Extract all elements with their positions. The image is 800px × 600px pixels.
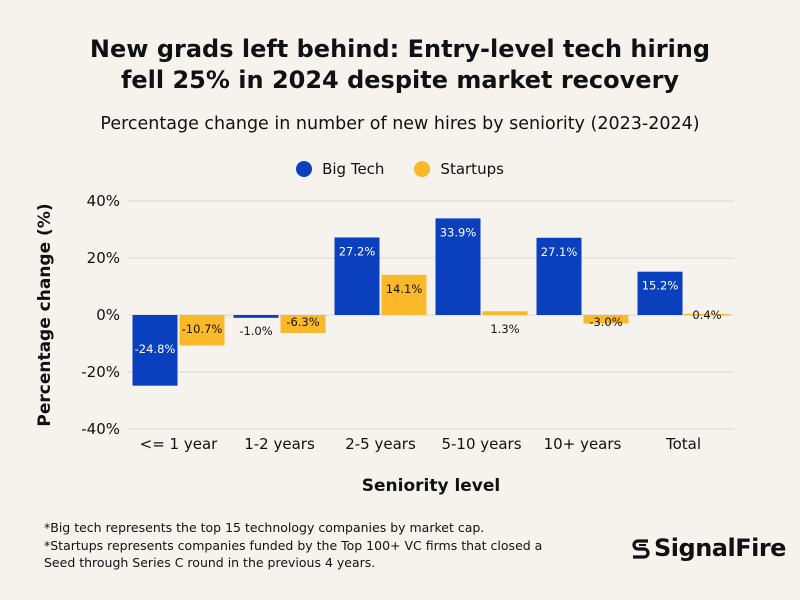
bar-data-label: -10.7% [182, 322, 223, 336]
x-tick-label: Total [665, 435, 701, 453]
bar-startups [381, 274, 427, 315]
bar-data-label: -1.0% [239, 324, 272, 338]
x-tick-label: 1-2 years [244, 435, 315, 453]
y-tick-label: 0% [96, 306, 120, 324]
x-tick-label: 10+ years [544, 435, 622, 453]
y-tick-label: 40% [87, 192, 120, 210]
bar-startups [583, 315, 629, 324]
bar-startups [482, 311, 528, 315]
footnote-big-tech: *Big tech represents the top 15 technolo… [44, 520, 485, 535]
legend: Big Tech Startups [0, 160, 800, 178]
bar-data-label: 27.2% [339, 244, 376, 258]
x-tick-label: 2-5 years [345, 435, 416, 453]
x-tick-label: 5-10 years [441, 435, 521, 453]
bar-big-tech [637, 271, 683, 315]
bar-big-tech [435, 218, 481, 315]
bar-data-label: 27.1% [541, 245, 578, 259]
x-tick-label: <= 1 year [140, 435, 219, 453]
bar-big-tech [334, 237, 380, 315]
bar-startups [280, 315, 326, 333]
signalfire-logo-icon [632, 539, 650, 559]
title-line-2: fell 25% in 2024 despite market recovery [120, 66, 680, 94]
footnote-startups-line-2: Seed through Series C round in the previ… [44, 555, 376, 570]
chart-title: New grads left behind: Entry-level tech … [0, 34, 800, 96]
x-axis-title: Seniority level [362, 476, 501, 496]
legend-item-big-tech: Big Tech [296, 160, 384, 178]
bar-startups [179, 315, 225, 346]
bar-startups [684, 313, 730, 316]
bar-big-tech [233, 315, 279, 318]
footnotes: *Big tech represents the top 15 technolo… [44, 519, 542, 572]
bar-data-label: 14.1% [386, 282, 423, 296]
y-tick-label: -20% [81, 363, 120, 381]
bar-big-tech [132, 315, 178, 386]
y-axis-title: Percentage change (%) [35, 203, 55, 426]
legend-swatch-startups [414, 161, 431, 177]
legend-label-big-tech: Big Tech [322, 160, 385, 178]
bar-data-label: 15.2% [642, 279, 679, 293]
bar-data-label: -6.3% [286, 315, 319, 329]
y-tick-label: 20% [87, 249, 120, 267]
legend-label-startups: Startups [440, 160, 504, 178]
bar-data-label: 0.4% [692, 308, 721, 322]
title-line-1: New grads left behind: Entry-level tech … [89, 35, 711, 63]
legend-swatch-big-tech [296, 161, 313, 177]
chart-subtitle: Percentage change in number of new hires… [100, 114, 700, 134]
footnote-startups-line-1: *Startups represents companies funded by… [44, 537, 543, 553]
bar-data-label: -24.8% [135, 342, 176, 356]
legend-item-startups: Startups [414, 160, 504, 178]
bar-data-label: 1.3% [490, 322, 519, 336]
bar-data-label: -3.0% [589, 315, 622, 329]
y-tick-label: -40% [81, 420, 120, 438]
bar-big-tech [536, 237, 582, 315]
signalfire-logo: SignalFire [630, 534, 786, 562]
bar-data-label: 33.9% [440, 225, 477, 239]
logo-text: SignalFire [654, 534, 786, 562]
